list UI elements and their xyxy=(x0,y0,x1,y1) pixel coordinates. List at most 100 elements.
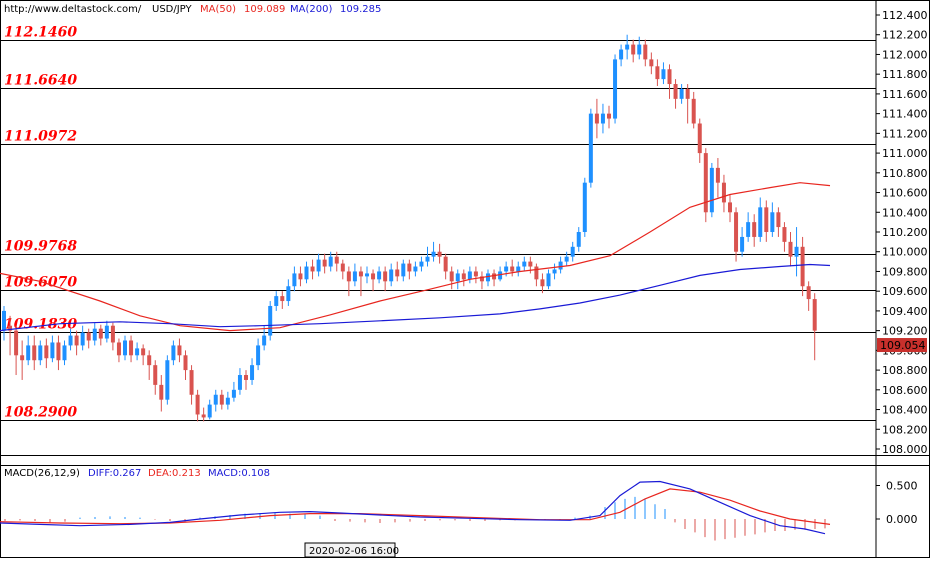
last-price-tag xyxy=(877,338,927,353)
candle-body xyxy=(564,256,569,262)
candle-body xyxy=(298,273,303,280)
candle-body xyxy=(643,44,648,60)
price-tick-label: 111.800 xyxy=(882,68,928,81)
macd-tick-label: 0.000 xyxy=(886,513,918,526)
candle-body xyxy=(98,328,103,339)
candle-body xyxy=(116,342,121,356)
candle-body xyxy=(383,271,388,282)
candle-body xyxy=(649,59,654,67)
candle-body xyxy=(244,375,248,380)
site-url: http://www.deltastock.com/ xyxy=(4,4,142,15)
candle-body xyxy=(479,276,484,282)
candle-body xyxy=(812,299,817,331)
candle-body xyxy=(461,273,466,280)
candle-body xyxy=(20,355,25,361)
candle-body xyxy=(153,365,158,385)
price-tick-label: 110.400 xyxy=(882,206,928,219)
candle-body xyxy=(486,273,490,282)
candle-body xyxy=(625,44,630,50)
candle-body xyxy=(274,296,279,306)
candle-body xyxy=(237,375,242,390)
candle-body xyxy=(250,365,255,380)
level-label: 111.6640 xyxy=(4,73,77,89)
candle-body xyxy=(721,182,726,203)
level-label: 109.9768 xyxy=(4,239,77,255)
candle-body xyxy=(443,256,448,272)
candle-body xyxy=(165,360,170,400)
ma50-label: MA(50) xyxy=(200,4,236,15)
candle-body xyxy=(540,279,545,287)
level-label: 109.6070 xyxy=(4,275,77,291)
candle-body xyxy=(437,251,442,257)
time-label-box xyxy=(304,542,396,558)
macd-diff-line xyxy=(0,480,826,535)
candle-body xyxy=(673,84,678,99)
moving-averages-layer xyxy=(0,182,831,332)
candle-body xyxy=(171,345,176,361)
candle-body xyxy=(183,355,188,371)
price-tick-label: 112.400 xyxy=(882,9,928,22)
candle-body xyxy=(334,256,339,264)
candle-body xyxy=(50,342,55,359)
candle-body xyxy=(703,153,708,213)
candle-body xyxy=(26,345,31,361)
price-tick-label: 110.200 xyxy=(882,226,928,239)
candle-body xyxy=(661,69,666,80)
price-tick-label: 110.600 xyxy=(882,187,928,200)
candle-body xyxy=(800,246,805,287)
candle-body xyxy=(401,263,406,277)
candle-body xyxy=(594,113,599,124)
candle-body xyxy=(62,345,67,361)
candle-body xyxy=(213,394,218,405)
candle-body xyxy=(728,202,732,213)
candle-body xyxy=(473,271,478,277)
candle-body xyxy=(576,232,581,247)
price-tick-label: 111.600 xyxy=(882,88,928,101)
candle-body xyxy=(715,167,720,183)
candle-body xyxy=(740,236,745,252)
price-tick-label: 111.000 xyxy=(882,147,928,160)
price-tick-label: 108.800 xyxy=(882,364,928,377)
candle-body xyxy=(141,348,146,356)
price-tick-label: 108.200 xyxy=(882,423,928,436)
level-label: 111.0972 xyxy=(4,129,77,145)
candle-body xyxy=(510,266,515,272)
candle-body xyxy=(467,271,472,280)
candle-body xyxy=(691,98,696,124)
candle-body xyxy=(2,310,6,331)
candle-body xyxy=(310,266,315,272)
price-tick-label: 110.000 xyxy=(882,246,928,259)
candle-body xyxy=(316,259,321,272)
candle-body xyxy=(431,251,436,257)
candle-body xyxy=(365,273,369,277)
candle-body xyxy=(328,256,333,267)
candle-body xyxy=(558,261,563,270)
candle-body xyxy=(86,332,91,341)
candle-body xyxy=(709,167,714,213)
last-price-label: 109.054 xyxy=(880,339,926,352)
candle-body xyxy=(201,414,206,418)
ma50-line xyxy=(0,182,831,332)
level-label: 108.2900 xyxy=(4,405,77,421)
candle-body xyxy=(123,340,127,356)
candle-body xyxy=(588,113,593,183)
candle-body xyxy=(38,345,43,361)
candle-body xyxy=(358,271,363,277)
candle-body xyxy=(14,330,19,356)
candle-body xyxy=(177,345,182,356)
macd-tick-label: 0.500 xyxy=(886,480,918,493)
candle-body xyxy=(619,49,624,60)
candle-body xyxy=(74,335,79,346)
candle-body xyxy=(764,207,769,232)
candle-body xyxy=(371,273,376,280)
candle-body xyxy=(546,273,551,287)
candle-body xyxy=(425,256,430,262)
candle-body xyxy=(159,384,164,400)
macd-label: MACD(26,12,9) xyxy=(4,468,80,479)
candle-body xyxy=(147,355,152,366)
candle-body xyxy=(377,271,382,280)
candle-body xyxy=(782,227,787,242)
price-tick-label: 109.800 xyxy=(882,265,928,278)
